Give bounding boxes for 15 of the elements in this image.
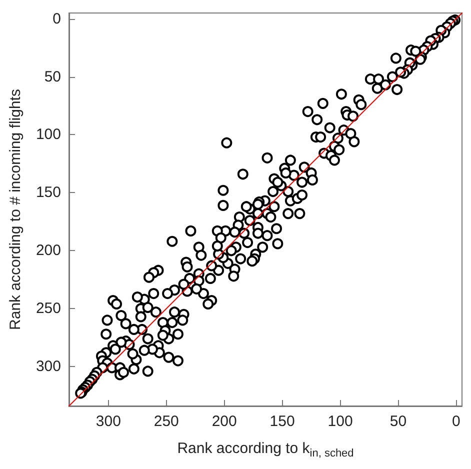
y-tick-label: 0 — [52, 10, 61, 28]
x-tick-label: 300 — [96, 413, 121, 430]
x-tick-label: 50 — [390, 413, 407, 430]
y-tick-label: 50 — [44, 68, 61, 86]
x-tick-label: 150 — [270, 413, 295, 430]
y-tick-label: 200 — [36, 242, 61, 260]
y-tick-label: 100 — [36, 126, 61, 144]
y-tick-label: 300 — [36, 358, 61, 376]
y-axis-title: Rank according to # incoming flights — [7, 89, 24, 330]
y-tick-label: 250 — [36, 300, 61, 318]
y-tick-label: 150 — [36, 184, 61, 202]
x-tick-label: 0 — [452, 413, 460, 430]
x-tick-label: 100 — [328, 413, 353, 430]
x-tick-label: 250 — [154, 413, 179, 430]
x-tick-label: 200 — [212, 413, 237, 430]
